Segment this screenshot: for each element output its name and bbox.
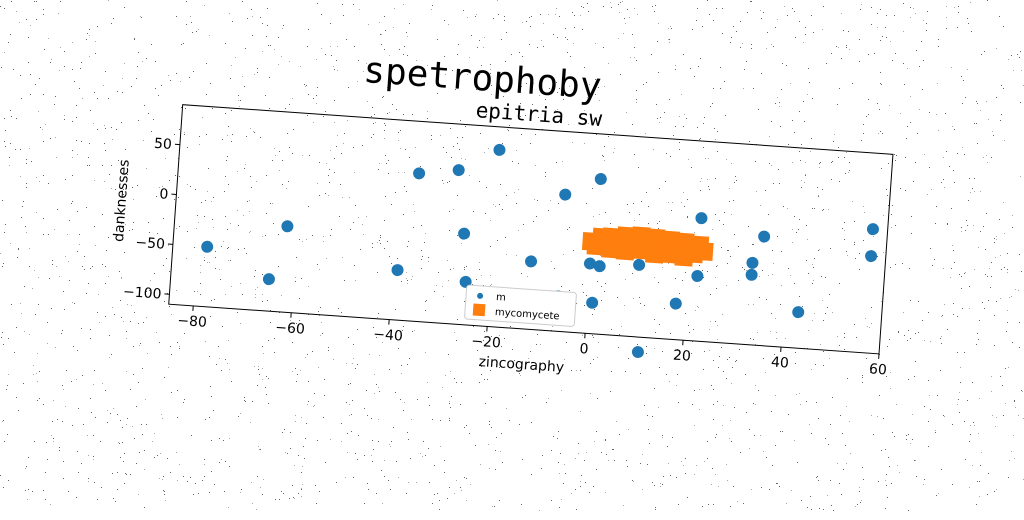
y-axis-ticks: −100 −50 0 50 [122,134,180,303]
data-point-m [594,173,607,186]
x-tick-label: 20 [672,348,691,365]
y-tick-label: 0 [159,186,169,203]
data-point-m [695,212,708,225]
data-point-m [391,264,404,277]
data-point-m [745,268,758,281]
data-point-m [865,250,878,263]
data-point-m [867,223,880,236]
data-point-m [746,256,759,269]
data-point-mycomycete [694,242,713,261]
data-point-m [669,297,682,310]
legend: m mycomycete [464,285,576,327]
data-point-m [691,270,704,283]
y-axis-label: danknesses [111,159,133,242]
legend-entry-m: m [496,292,506,304]
data-point-m [413,167,426,180]
data-point-m [632,346,645,359]
x-axis-label: zincography [478,354,565,376]
data-point-m [493,144,506,157]
data-point-m [758,230,771,243]
data-point-m [201,240,214,253]
data-point-m [525,255,538,268]
x-tick-label: 60 [868,361,887,378]
data-point-m [559,188,572,201]
data-point-m [458,227,471,240]
x-tick-label: −60 [275,320,306,338]
data-point-m [792,306,805,319]
legend-marker-mycomycete [473,303,486,316]
x-tick-label: 0 [579,341,589,358]
x-tick-label: −20 [471,333,502,351]
data-point-m [281,220,294,233]
x-tick-label: −80 [177,313,208,331]
y-tick-label: −50 [135,235,166,253]
plot-area: −80 −60 −40 −20 0 20 40 60 −100 −50 0 50 [121,101,902,378]
y-tick-label: 50 [154,136,173,153]
y-tick-label: −100 [122,284,161,303]
x-tick-label: −40 [373,327,404,345]
data-point-m [633,259,646,272]
data-point-m [263,273,276,286]
data-point-m [586,296,599,309]
x-tick-label: 40 [770,354,789,371]
data-point-m [452,164,465,177]
